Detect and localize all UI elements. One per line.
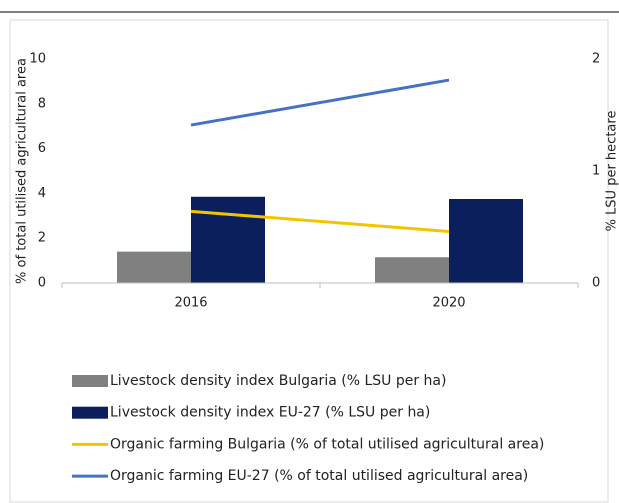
y2-axis-label: % LSU per hectare xyxy=(605,111,619,232)
y-tick-label: 8 xyxy=(38,96,46,111)
y-tick-label: 2 xyxy=(38,231,46,246)
line-series xyxy=(190,209,450,233)
legend-label: Organic farming EU-27 (% of total utilis… xyxy=(110,468,528,484)
line-series xyxy=(190,78,450,127)
legend-swatch xyxy=(72,375,108,387)
x-tick-label: 2020 xyxy=(432,296,465,311)
x-tick-label: 2016 xyxy=(174,296,207,311)
chart-frame xyxy=(9,19,609,503)
legend-swatch xyxy=(72,406,108,419)
y2-tick-label: 1 xyxy=(592,164,600,179)
y-axis-label: % of total utilised agricultural area xyxy=(15,58,30,284)
y-tick-label: 10 xyxy=(29,52,46,67)
y2-tick-label: 2 xyxy=(592,52,600,67)
bar xyxy=(191,196,265,283)
legend-label: Organic farming Bulgaria (% of total uti… xyxy=(110,436,544,452)
bar xyxy=(117,251,191,283)
y-tick-label: 4 xyxy=(38,186,46,201)
legend-label: Livestock density index EU-27 (% LSU per… xyxy=(110,405,430,421)
y-tick-label: 6 xyxy=(38,141,46,156)
y-tick-label: 0 xyxy=(38,276,46,291)
bar xyxy=(449,199,523,283)
y2-tick-label: 0 xyxy=(592,276,600,291)
legend: Livestock density index Bulgaria (% LSU … xyxy=(72,373,544,484)
legend-label: Livestock density index Bulgaria (% LSU … xyxy=(110,373,446,389)
bar xyxy=(375,257,449,283)
